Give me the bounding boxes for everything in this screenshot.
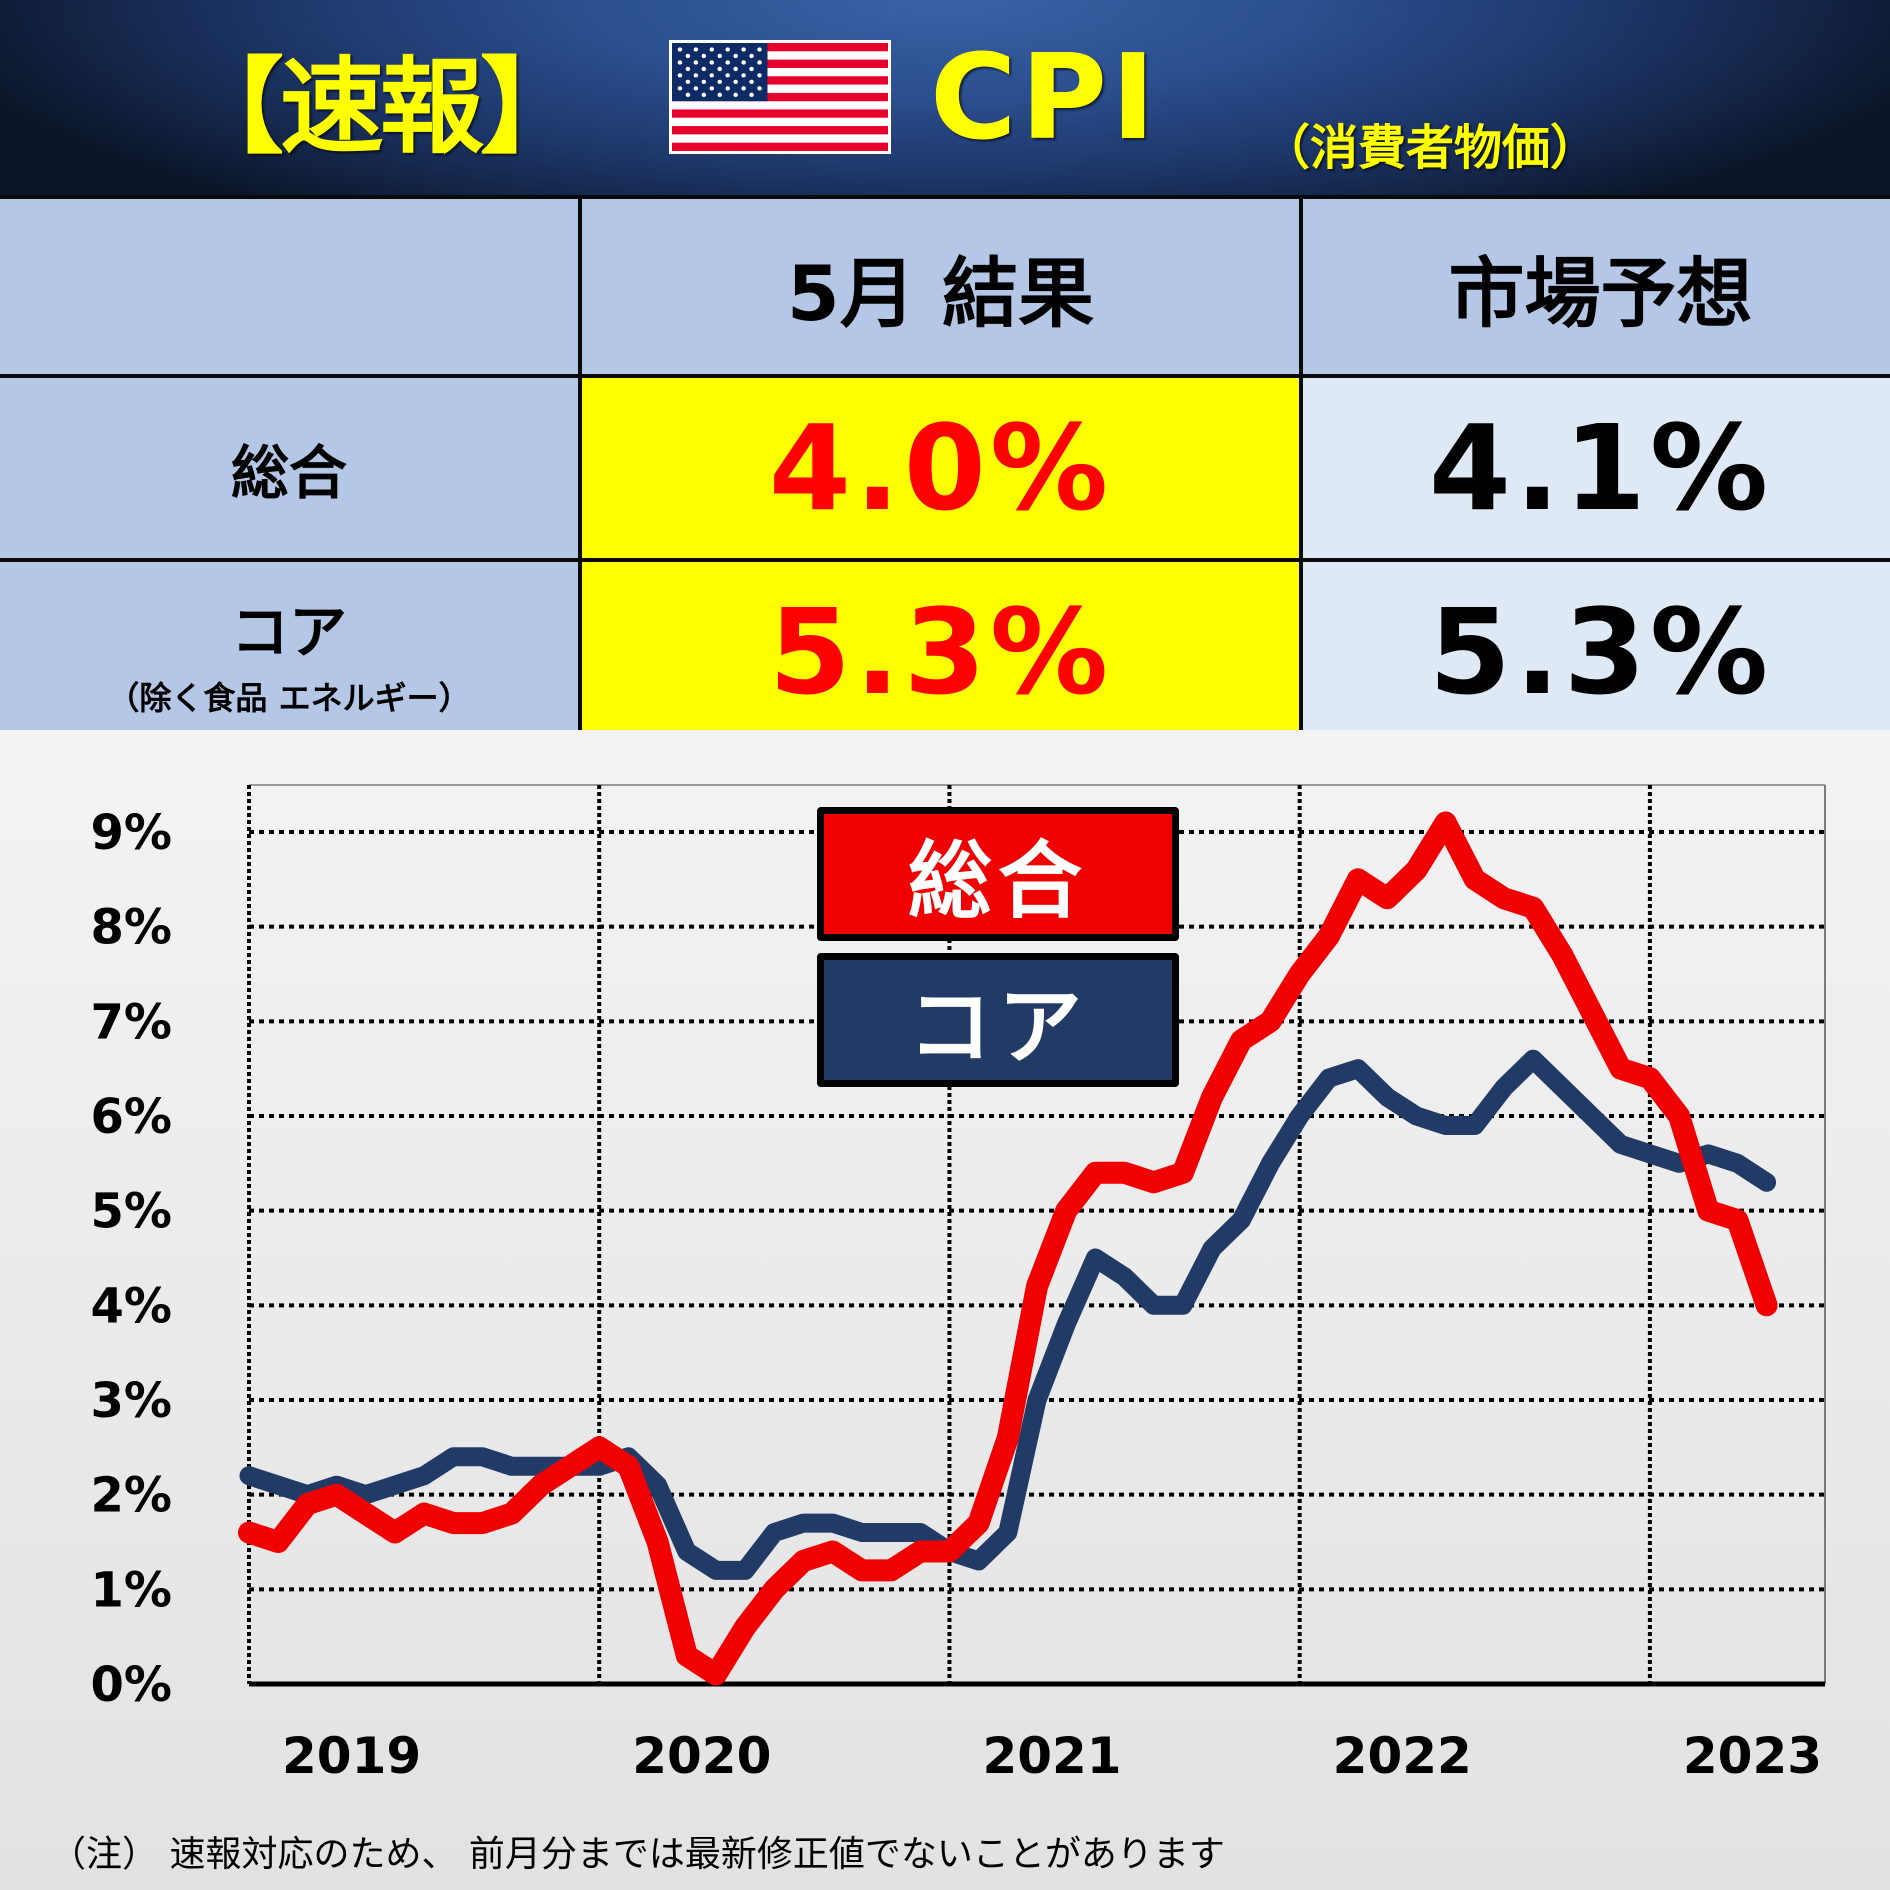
svg-text:2019: 2019 — [282, 1727, 421, 1785]
chart-lines — [238, 811, 1778, 1686]
breaking-tag: 【速報】 — [180, 45, 584, 168]
results-table: 5月 結果 市場予想 総合 4.0% 4.1% コア （除く食品 エネルギー） … — [0, 195, 1890, 742]
table-header-result: 5月 結果 — [582, 199, 1299, 374]
svg-text:6%: 6% — [91, 1089, 173, 1145]
page-subtitle: （消費者物価） — [1262, 120, 1599, 176]
svg-text:2020: 2020 — [632, 1727, 771, 1785]
total-cpi-line — [238, 811, 1778, 1686]
forecast-total: 4.1% — [1303, 378, 1890, 558]
svg-text:4%: 4% — [91, 1278, 173, 1334]
row-sublabel: （除く食品 エネルギー） — [107, 679, 471, 717]
svg-text:7%: 7% — [91, 994, 173, 1050]
row-label-text: コア — [230, 598, 347, 666]
svg-text:2021: 2021 — [982, 1727, 1121, 1785]
x-axis-labels: 2019 2020 2021 2022 2023 — [282, 1727, 1822, 1785]
forecast-core: 5.3% — [1303, 562, 1890, 742]
svg-text:1%: 1% — [91, 1562, 173, 1618]
cpi-chart: 0% 1% 2% 3% 4% 5% 6% 7% 8% 9% 2019 2020 2021 2022 202… — [0, 730, 1890, 1890]
legend-total: 総合 — [817, 807, 1179, 941]
footnote: （注） 速報対応のため、 前月分までは最新修正値でないことがあります — [50, 1834, 1225, 1875]
table-header-blank — [0, 199, 578, 374]
line-chart: 0% 1% 2% 3% 4% 5% 6% 7% 8% 9% 2019 2020 2021 2022 202… — [91, 784, 1826, 1785]
svg-text:2%: 2% — [91, 1468, 173, 1524]
us-flag-icon — [669, 40, 891, 154]
row-label-text: 総合 — [230, 439, 347, 507]
legend-core: コア — [817, 953, 1179, 1087]
svg-text:9%: 9% — [91, 805, 173, 861]
svg-text:2023: 2023 — [1683, 1727, 1822, 1785]
page-title: CPI — [930, 28, 1159, 166]
result-core: 5.3% — [582, 562, 1299, 742]
header-banner: 【速報】 — [0, 0, 1890, 195]
svg-text:2022: 2022 — [1333, 1727, 1472, 1785]
svg-text:5%: 5% — [91, 1184, 173, 1240]
row-label-core: コア （除く食品 エネルギー） — [0, 562, 578, 742]
svg-text:0%: 0% — [91, 1657, 173, 1713]
svg-text:8%: 8% — [91, 900, 173, 956]
result-total: 4.0% — [582, 378, 1299, 558]
y-axis-labels: 0% 1% 2% 3% 4% 5% 6% 7% 8% 9% — [91, 805, 173, 1713]
row-label-total: 総合 — [0, 378, 578, 558]
table-header-forecast: 市場予想 — [1303, 199, 1890, 374]
svg-text:3%: 3% — [91, 1373, 173, 1429]
core-cpi-line — [239, 1049, 1777, 1580]
